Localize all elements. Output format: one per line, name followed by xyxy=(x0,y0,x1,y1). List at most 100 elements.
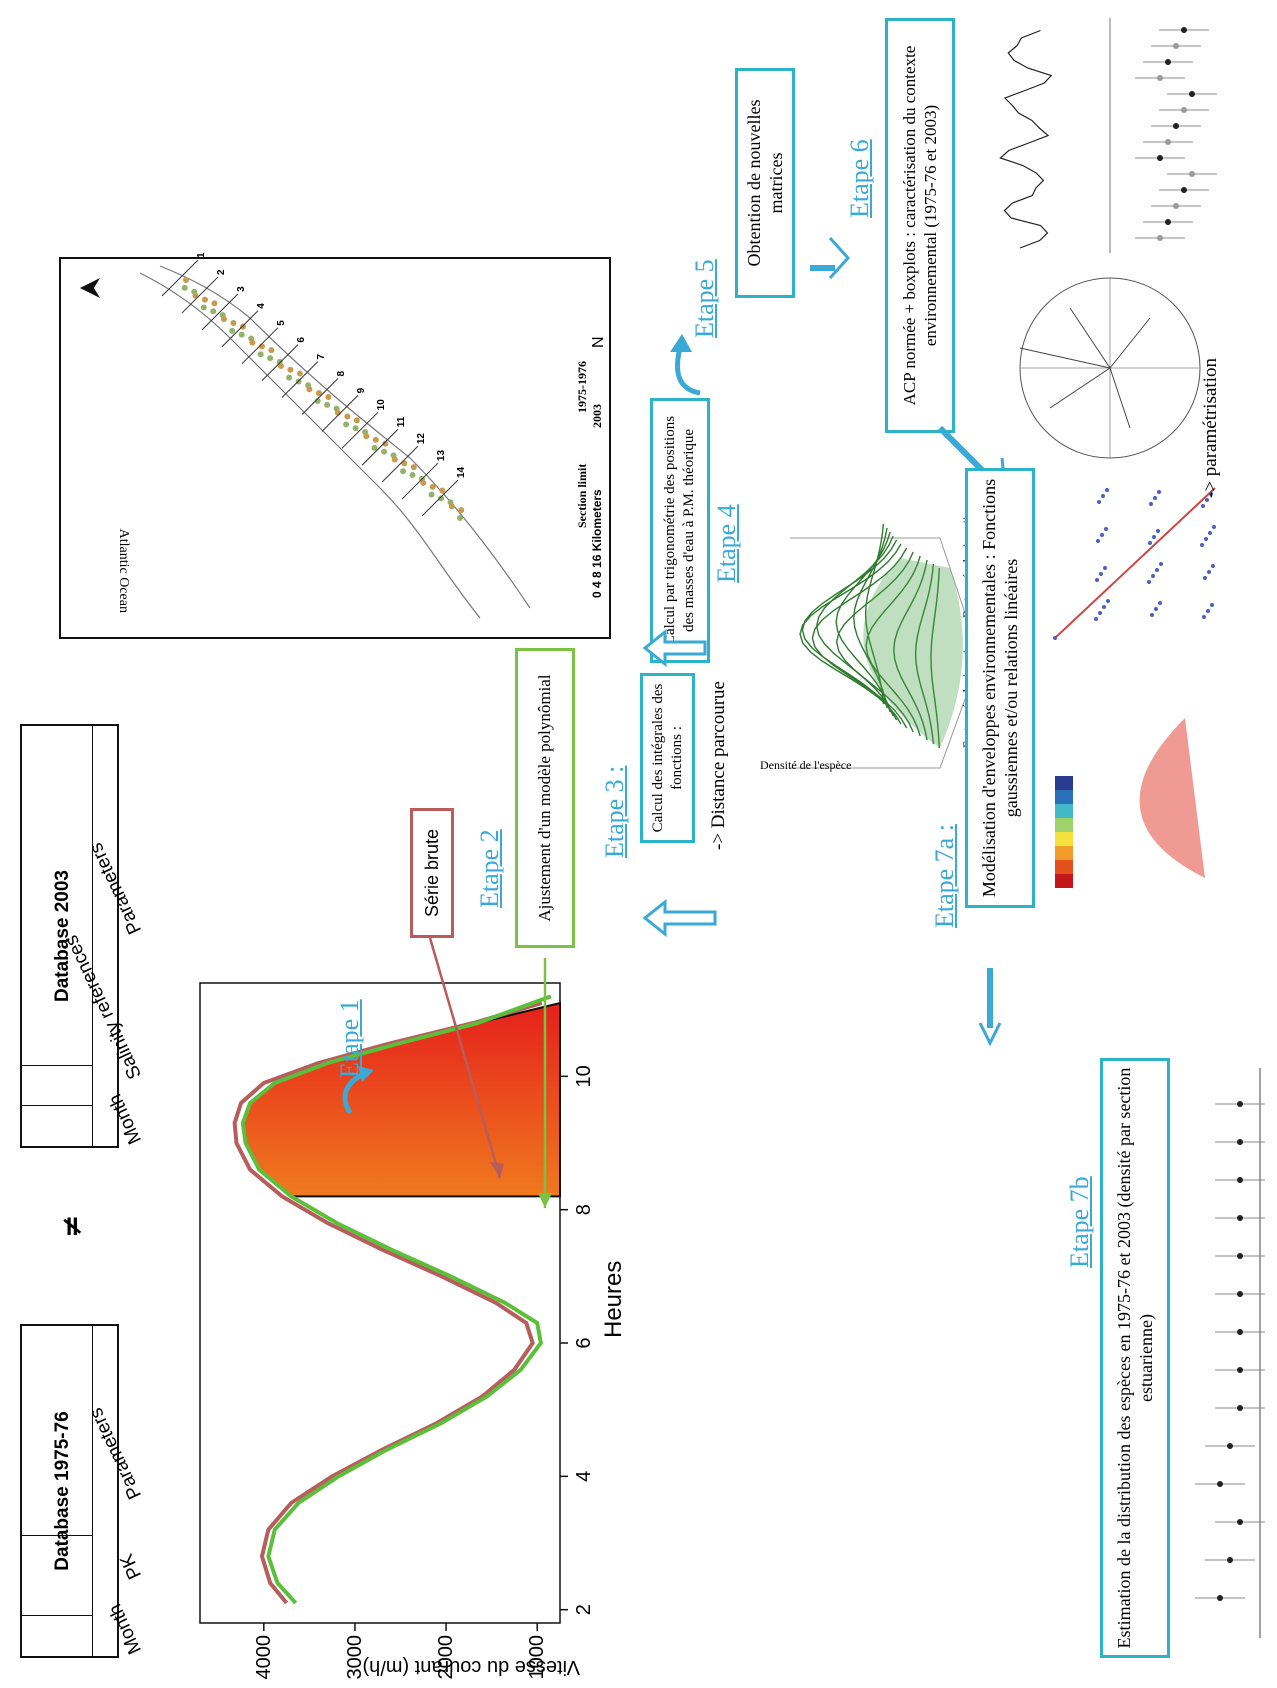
section-limit-line xyxy=(421,479,459,517)
current-speed-chart: 2 4 6 8 10 1000 2000 3000 4000 xyxy=(199,982,595,1680)
gaussian-surface-plot xyxy=(790,523,981,769)
sample-point xyxy=(401,460,408,467)
sample-point xyxy=(277,362,284,369)
etape7a-label: Etape 7a : xyxy=(930,824,959,928)
boxplot-point xyxy=(1165,219,1171,225)
section-number: 2 xyxy=(216,269,227,275)
column-pk: PK xyxy=(116,1550,147,1583)
surface-gridline xyxy=(835,551,914,733)
boxplot-point xyxy=(1165,139,1171,145)
scatter-point xyxy=(1201,504,1205,508)
sample-point xyxy=(183,277,189,283)
section-limit-line xyxy=(161,259,199,297)
sample-point xyxy=(230,319,237,326)
sample-point xyxy=(296,370,303,377)
section-limit-line xyxy=(281,361,319,398)
scatter-point xyxy=(1202,615,1206,619)
sample-point xyxy=(344,413,351,420)
sample-point xyxy=(458,507,465,514)
etape7b-arrow xyxy=(978,968,1002,1047)
sample-point xyxy=(239,323,246,330)
section-number: 3 xyxy=(236,286,247,292)
scatter-point xyxy=(1094,617,1098,621)
boxplot-point xyxy=(1173,123,1179,129)
scatter-point xyxy=(1096,539,1100,543)
section-number: 5 xyxy=(276,320,287,326)
abundance-point xyxy=(1237,1291,1243,1297)
sample-point xyxy=(429,483,436,490)
colorbar-swatch xyxy=(1055,804,1073,818)
boxplot-point xyxy=(1189,91,1195,97)
abundance-point xyxy=(1217,1481,1223,1487)
scatter-point xyxy=(1200,543,1204,547)
surface-gridline xyxy=(865,555,921,737)
sample-point xyxy=(211,300,218,307)
boxplot-point xyxy=(1181,187,1187,193)
acp-thumbnails xyxy=(999,18,1217,459)
etape7a-thumbnails xyxy=(1053,487,1216,888)
abundance-point xyxy=(1237,1177,1243,1183)
section-number: 8 xyxy=(336,370,347,376)
etape3-box: Calcul des intégrales des fonctions : xyxy=(640,673,695,843)
section-number: 10 xyxy=(376,399,387,411)
scatter-point xyxy=(1149,502,1153,506)
sample-point xyxy=(257,351,264,358)
section-limit-line xyxy=(381,445,419,483)
sample-point xyxy=(249,339,256,346)
etape2-label: Etape 2 xyxy=(475,829,504,908)
colorbar-swatch xyxy=(1055,776,1073,790)
etape3-label: Etape 3 : xyxy=(600,765,629,858)
abundance-point xyxy=(1217,1595,1223,1601)
colorbar-swatch xyxy=(1055,874,1073,888)
sample-point xyxy=(391,456,398,463)
scatter-point xyxy=(1153,496,1157,500)
scatter-point xyxy=(1210,603,1214,607)
x-tick-label: 2 xyxy=(573,1604,595,1615)
estuary-bank-south xyxy=(159,265,531,609)
database-1975-76-title: Database 1975-76 xyxy=(52,1411,73,1571)
north-arrow-icon xyxy=(80,278,100,298)
sample-point xyxy=(343,421,350,428)
etape7b-label: Etape 7b xyxy=(1065,1176,1094,1268)
boxplot-point xyxy=(1165,59,1171,65)
boxplot-point xyxy=(1181,27,1187,33)
scatter-point xyxy=(1097,500,1101,504)
map-scale-label: 0 4 8 16 Kilometers xyxy=(590,489,604,598)
ajustement-arrow xyxy=(538,958,552,1208)
surface-gridline xyxy=(864,523,885,705)
etape5-box: Obtention de nouvelles matrices xyxy=(735,68,795,298)
scatter-point xyxy=(1105,488,1109,492)
acp-vector xyxy=(1069,307,1111,369)
sample-point xyxy=(438,495,445,502)
sample-point xyxy=(315,390,322,397)
sample-point xyxy=(400,468,407,475)
y-tick-label: 3000 xyxy=(344,1635,366,1680)
sample-point xyxy=(457,515,463,521)
x-tick-label: 8 xyxy=(573,1204,595,1215)
map-ocean-label: Atlantic Ocean xyxy=(116,528,131,613)
scatter-point xyxy=(1106,599,1110,603)
section-limit-line xyxy=(401,462,439,500)
abundance-point xyxy=(1237,1253,1243,1259)
scatter-point xyxy=(1100,533,1104,537)
sample-point xyxy=(371,444,378,451)
section-limit-line xyxy=(241,327,279,365)
etape6-label: Etape 6 xyxy=(845,139,874,218)
abundance-point xyxy=(1237,1405,1243,1411)
scatter-point xyxy=(1206,609,1210,613)
colorbar-swatch xyxy=(1055,790,1073,804)
scatter-point xyxy=(1154,607,1158,611)
sample-point xyxy=(428,491,435,498)
etape7a-note: -> paramétrisation xyxy=(1200,358,1221,498)
scatter-point xyxy=(1203,576,1207,580)
section-number: 12 xyxy=(416,433,427,445)
etape3-note: -> Distance parcourue xyxy=(708,681,729,850)
scatter-point xyxy=(1147,580,1151,584)
section-number: 14 xyxy=(456,466,467,478)
series-line-1 xyxy=(240,994,552,1605)
not-equal-sign: ≠ xyxy=(55,1214,88,1238)
abundance-point xyxy=(1237,1215,1243,1221)
sample-point xyxy=(410,464,417,471)
boxplot-point xyxy=(1173,43,1179,49)
surface-gridline xyxy=(914,563,935,745)
